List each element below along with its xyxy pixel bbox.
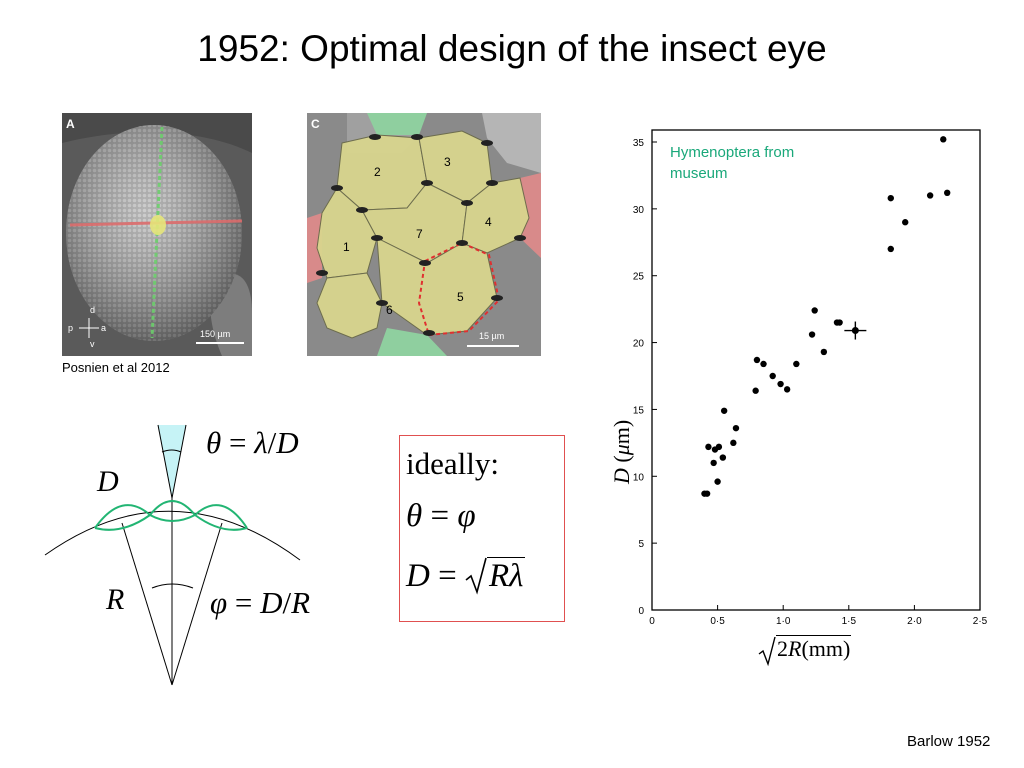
data-point: [720, 407, 728, 414]
phi-equation: φ = D/R: [210, 585, 311, 620]
facet-closeup-image: C 1 2 3 4 5 6 7 15 µm: [307, 113, 541, 356]
image-credit: Posnien et al 2012: [62, 360, 170, 375]
x-tick-label: 2·5: [973, 616, 988, 627]
x-tick-label: 2·0: [907, 616, 922, 627]
panel-letter-a: A: [66, 117, 75, 131]
x-tick-label: 1·0: [776, 616, 791, 627]
x-axis-label: 2R(mm): [758, 635, 852, 667]
scalebar-label-c: 15 µm: [479, 331, 505, 341]
data-point: [811, 307, 818, 314]
eye-sem-image: A d p a v 150 µm: [62, 113, 252, 356]
label-D: D: [97, 465, 119, 498]
facet-label-6: 6: [386, 303, 393, 317]
y-tick-label: 0: [638, 606, 644, 617]
facet-label-2: 2: [374, 165, 381, 179]
axis-label-d: d: [90, 305, 96, 315]
x-tick-label: 1·5: [842, 616, 857, 627]
data-point: [836, 319, 843, 326]
chart-annotation: Hymenoptera from museum: [670, 142, 794, 184]
y-tick-label: 20: [633, 339, 645, 350]
data-point: [715, 443, 723, 451]
ideal-label: ideally:: [406, 446, 499, 481]
axis-label-a: a: [101, 323, 107, 333]
axis-label-v: v: [90, 339, 95, 349]
data-point: [732, 424, 740, 432]
data-point: [730, 439, 737, 447]
axis-label-p: p: [68, 323, 74, 333]
data-point: [753, 356, 761, 364]
scalebar-label-a: 150 µm: [200, 329, 231, 339]
acceptance-cone: [158, 425, 186, 498]
facet-label-4: 4: [485, 215, 492, 229]
ideal-equation-2: D = Rλ: [406, 557, 526, 595]
data-point: [752, 387, 759, 394]
data-point: [940, 136, 947, 143]
data-point: [714, 478, 721, 485]
theta-equation: θ = λ/D: [206, 425, 299, 460]
data-point: [808, 331, 816, 338]
data-point: [926, 192, 934, 199]
slide-title: 1952: Optimal design of the insect eye: [197, 28, 827, 69]
data-point: [793, 360, 800, 368]
data-point: [719, 454, 727, 461]
facet-label-3: 3: [444, 155, 451, 169]
y-tick-label: 10: [633, 472, 645, 483]
data-point: [944, 189, 951, 197]
facet-label-7: 7: [416, 227, 423, 241]
data-point: [887, 245, 894, 253]
y-tick-label: 25: [633, 272, 645, 283]
facet-label-1: 1: [343, 240, 350, 254]
y-axis-label: D (μm): [609, 419, 634, 484]
label-R: R: [106, 583, 125, 616]
data-point: [705, 443, 712, 451]
barlow-scatter-chart: 0 5 10 15 20 25 30 35 0 0·5 1·0 1·5 2·0 2·5 Hymenopte…: [600, 120, 1000, 680]
x-tick-label: 0: [649, 616, 655, 627]
data-point: [710, 459, 717, 467]
marked-data-point: [851, 327, 859, 335]
data-point: [820, 348, 828, 356]
source-credit: Barlow 1952: [907, 733, 991, 750]
data-point: [902, 219, 909, 226]
ideal-equation-1: θ = φ: [406, 498, 476, 534]
data-point: [777, 380, 784, 388]
x-tick-label: 0·5: [710, 616, 725, 627]
panel-letter-c: C: [311, 117, 320, 131]
y-tick-label: 15: [633, 405, 645, 416]
data-point: [783, 386, 791, 393]
facet-label-5: 5: [457, 290, 464, 304]
y-tick-label: 35: [633, 138, 645, 149]
data-point: [769, 372, 776, 380]
annotation-line-1: Hymenoptera from: [670, 144, 795, 161]
orientation-axes: [79, 318, 99, 338]
data-point: [703, 490, 711, 497]
ideal-conditions-box: ideally: θ = φ D = Rλ: [399, 435, 565, 622]
facet-lenses: [94, 500, 248, 531]
annotation-line-2: museum: [670, 165, 728, 182]
y-tick-label: 5: [638, 539, 644, 550]
y-tick-label: 30: [633, 205, 645, 216]
sqrt-symbol: [465, 557, 487, 595]
data-point: [887, 194, 894, 202]
plot-frame: [651, 129, 981, 611]
data-point: [760, 360, 767, 368]
eye-geometry-diagram: D R θ = λ/D φ = D/R: [40, 415, 370, 690]
